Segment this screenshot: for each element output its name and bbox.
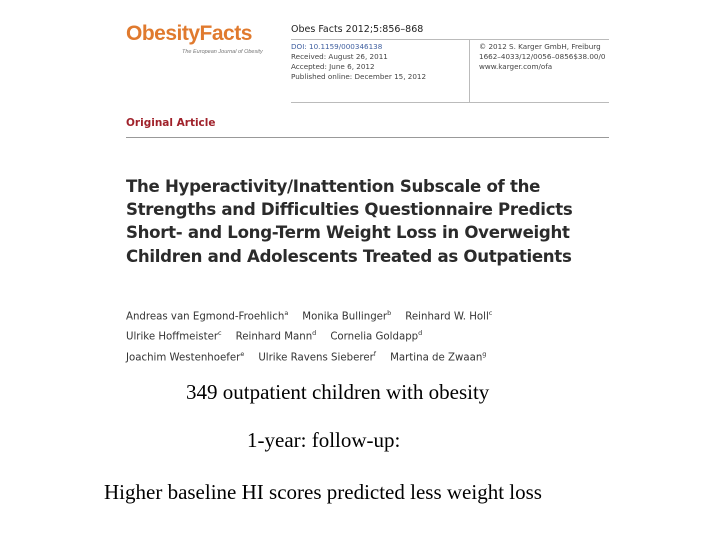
author-name-text: Reinhard W. Holl [405, 311, 489, 323]
journal-url[interactable]: www.karger.com/ofa [479, 62, 553, 71]
doi-link[interactable]: DOI: 10.1159/000346138 [291, 42, 383, 51]
author-affiliation: f [373, 349, 377, 358]
author-affiliation: c [488, 309, 493, 317]
journal-citation: Obes Facts 2012;5:856–868 [291, 24, 424, 35]
author-name: Monika Bullingerb [302, 305, 391, 325]
author-affiliation: d [312, 329, 317, 338]
author-name: Reinhard W. Hollc [405, 305, 492, 325]
author-affiliation: a [284, 309, 289, 317]
author-name: Ulrike Hoffmeisterc [126, 325, 222, 345]
journal-copyright: © 2012 S. Karger GmbH, Freiburg 1662–403… [479, 42, 606, 72]
author-name: Ulrike Ravens Siebererf [258, 346, 376, 366]
author-name: Cornelia Goldappd [330, 325, 422, 345]
author-name-text: Joachim Westenhoefer [126, 352, 241, 364]
author-affiliation: c [218, 329, 222, 338]
divider [291, 102, 609, 103]
author-name-text: Ulrike Hoffmeister [126, 331, 219, 343]
finding-text: Higher baseline HI scores predicted less… [104, 480, 542, 504]
author-name: Martina de Zwaang [390, 346, 486, 366]
author-name-text: Ulrike Ravens Sieberer [258, 352, 374, 364]
author-name: Joachim Westenhoefere [126, 346, 244, 366]
author-name: Andreas van Egmond-Froehlicha [126, 305, 288, 325]
section-label: Original Article [126, 117, 216, 129]
received-date: Received: August 26, 2011 [291, 52, 388, 61]
author-name-text: Reinhard Mann [235, 331, 313, 343]
copyright-line: © 2012 S. Karger GmbH, Freiburg [479, 42, 601, 51]
divider [291, 39, 609, 40]
author-affiliation: g [482, 349, 487, 358]
author-affiliation: e [240, 349, 245, 358]
author-name-text: Monika Bullinger [302, 311, 388, 323]
divider [469, 39, 470, 103]
author-name: Reinhard Mannd [236, 325, 317, 345]
author-name-text: Andreas van Egmond-Froehlich [126, 311, 285, 323]
logo-subtitle: The European Journal of Obesity [182, 49, 263, 55]
sample-size-text: 349 outpatient children with obesity [186, 380, 490, 404]
author-name-text: Cornelia Goldapp [330, 331, 419, 343]
article-title: The Hyperactivity/Inattention Subscale o… [126, 177, 573, 266]
accepted-date: Accepted: June 6, 2012 [291, 62, 375, 71]
followup-text: 1-year: follow-up: [247, 428, 401, 452]
published-date: Published online: December 15, 2012 [291, 72, 427, 81]
author-name-text: Martina de Zwaan [390, 352, 483, 364]
author-list: Andreas van Egmond-Froehlicha Monika Bull… [126, 305, 596, 366]
journal-info-box: Obes Facts 2012;5:856–868 DOI: 10.1159/0… [291, 22, 609, 103]
price-code: 1662–4033/12/0056–0856$38.00/0 [479, 52, 606, 61]
author-affiliation: d [418, 329, 423, 338]
journal-logo: ObesityFacts [126, 22, 252, 46]
author-affiliation: b [387, 309, 392, 317]
journal-dates: DOI: 10.1159/000346138 Received: August … [291, 42, 426, 82]
divider [126, 137, 609, 138]
logo-text: ObesityFacts [126, 22, 252, 45]
